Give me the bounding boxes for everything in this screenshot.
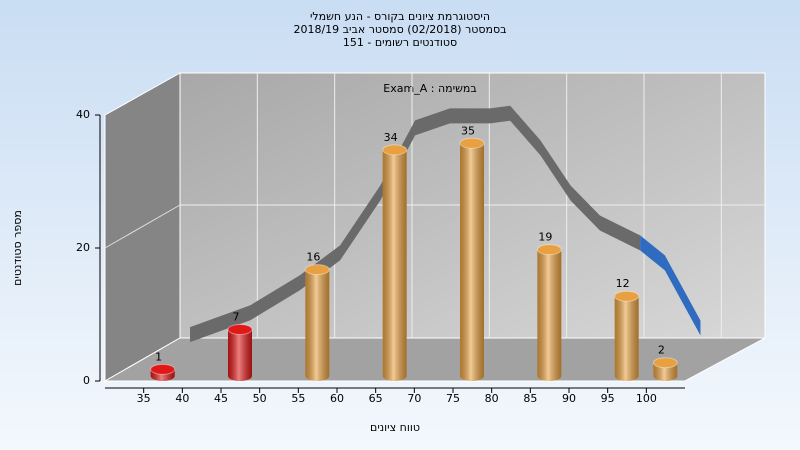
x-tick-label: 85	[523, 392, 537, 405]
x-tick-label: 100	[636, 392, 657, 405]
x-tick-label: 80	[485, 392, 499, 405]
bar-shade	[460, 143, 484, 381]
bar-top	[227, 323, 253, 335]
x-tick-label: 40	[175, 392, 189, 405]
value-label: 16	[306, 251, 320, 264]
bar-shade	[653, 362, 678, 382]
x-tick-label: 50	[253, 392, 267, 405]
bar-shade	[614, 296, 639, 382]
x-tick-label: 60	[330, 392, 344, 405]
chart-title: סטודנטים רשומים - 151	[343, 36, 457, 49]
y-tick-label: 40	[76, 108, 90, 121]
bar-top	[536, 244, 562, 256]
x-tick-label: 35	[137, 392, 151, 405]
bar-shade	[382, 149, 407, 382]
floor	[103, 337, 766, 382]
bar-top	[652, 357, 678, 369]
x-tick-label: 65	[369, 392, 383, 405]
chart-title: היסטוגרמת ציונים בקורס - הנע חשמלי	[310, 10, 490, 23]
y-axis-label: מספר סטודנטים	[11, 210, 24, 286]
x-tick-label: 55	[291, 392, 305, 405]
x-tick-label: 95	[601, 392, 615, 405]
value-label: 35	[461, 124, 475, 137]
bar-top	[614, 290, 640, 302]
annotation: במשימה : Exam_A	[383, 82, 476, 95]
x-tick-label: 75	[446, 392, 460, 405]
x-tick-label: 70	[407, 392, 421, 405]
bar-top	[304, 264, 330, 276]
value-label: 34	[384, 131, 398, 144]
x-tick-label: 45	[214, 392, 228, 405]
curve-ribbon	[190, 105, 641, 343]
chart-title: בסמסטר (02/2018) סמסטר אביב 2018/19	[293, 23, 506, 36]
bar-shade	[228, 329, 252, 381]
value-label: 12	[616, 277, 630, 290]
value-label: 2	[658, 344, 665, 357]
bar-top	[382, 144, 408, 156]
curve-ribbon	[640, 235, 701, 336]
bar-shade	[537, 249, 562, 382]
y-tick-label: 0	[83, 374, 90, 387]
x-tick-label: 90	[562, 392, 576, 405]
bar-top	[459, 137, 485, 149]
value-label: 1	[155, 350, 162, 363]
x-axis-label: טווח ציונים	[370, 421, 420, 434]
value-label: 19	[538, 231, 552, 244]
y-tick-label: 20	[76, 241, 90, 254]
grid-line	[104, 204, 181, 249]
value-label: 7	[233, 310, 240, 323]
bar-shade	[305, 269, 330, 382]
bar-top	[150, 363, 176, 375]
